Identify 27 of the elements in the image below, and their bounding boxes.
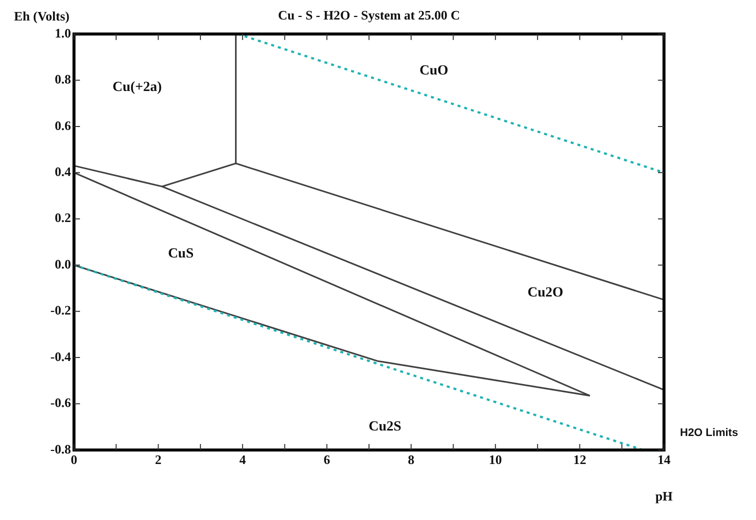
y-tick-label: -0.6 [50, 395, 72, 410]
text: H2O Limits [680, 427, 738, 440]
annotation: Cu(+2a) [112, 80, 162, 95]
y-tick-label: 0.2 [54, 210, 71, 226]
x-tick-label: 10 [488, 452, 502, 468]
y-tick-label: 0.4 [54, 164, 72, 180]
annotation: CuS [168, 246, 194, 262]
y-tick-label: -0.2 [50, 302, 71, 318]
annotation: Cu2O [528, 285, 564, 300]
chart-title: Cu - S - H2O - System at 25.00 C [278, 7, 460, 22]
x-tick-label: 8 [408, 452, 415, 468]
y-tick-label: 1.0 [54, 25, 71, 40]
y-tick-label: 0.8 [54, 72, 72, 87]
y-tick-label: 0.6 [54, 118, 72, 133]
y-tick-label: -0.8 [50, 441, 72, 456]
x-axis-title: pH [655, 488, 673, 504]
x-tick-label: 14 [658, 452, 671, 468]
annotation: CuO [420, 64, 448, 79]
y-tick-label: 0.0 [54, 256, 71, 272]
x-tick-label: 4 [239, 452, 246, 468]
x-tick-label: 2 [155, 452, 162, 468]
x-tick-label: 12 [573, 452, 586, 468]
y-axis-title: Eh (Volts) [14, 8, 70, 24]
x-tick-label: 6 [324, 452, 331, 468]
x-tick-label: 0 [70, 452, 78, 468]
annotation: Cu2S [368, 419, 402, 434]
y-tick-label: -0.4 [50, 348, 72, 364]
